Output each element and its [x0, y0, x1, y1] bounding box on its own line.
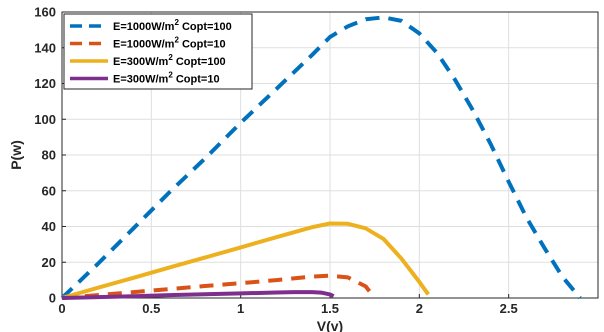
- legend-label: E=300W/m2 Copt=10: [113, 71, 220, 86]
- y-tick-label: 80: [42, 148, 56, 163]
- series-line-3: [61, 221, 430, 300]
- y-tick-label: 160: [34, 5, 56, 20]
- legend: E=1000W/m2 Copt=100 E=1000W/m2 Copt=10 E=3…: [63, 13, 253, 90]
- axis-ticks: 0 0.5 1 1.5 2 2.5 0 20 40 60 80 100 120 140 160: [34, 5, 517, 317]
- x-tick-label: 1.5: [321, 301, 339, 316]
- y-tick-label: 20: [42, 255, 56, 270]
- x-tick-label: 0: [58, 301, 65, 316]
- grid: [61, 11, 598, 299]
- series-lines: [60, 15, 582, 300]
- x-tick-label: 2.5: [500, 301, 518, 316]
- legend-label: E=1000W/m2 Copt=100: [113, 18, 232, 33]
- y-tick-label: 0: [49, 291, 56, 306]
- x-axis-label: V(v): [317, 318, 343, 332]
- x-tick-label: 0.5: [142, 301, 160, 316]
- y-axis-label: P(w): [8, 140, 24, 170]
- y-tick-label: 40: [42, 219, 56, 234]
- x-tick-label: 1: [237, 301, 244, 316]
- series-line-4: [61, 290, 335, 300]
- y-tick-label: 140: [34, 40, 56, 55]
- legend-label: E=1000W/m2 Copt=10: [113, 36, 226, 51]
- legend-label: E=300W/m2 Copt=100: [113, 53, 226, 68]
- y-tick-label: 120: [34, 76, 56, 91]
- y-tick-label: 60: [42, 183, 56, 198]
- series-line-2: [61, 273, 377, 300]
- y-tick-label: 100: [34, 112, 56, 127]
- x-tick-label: 2: [416, 301, 423, 316]
